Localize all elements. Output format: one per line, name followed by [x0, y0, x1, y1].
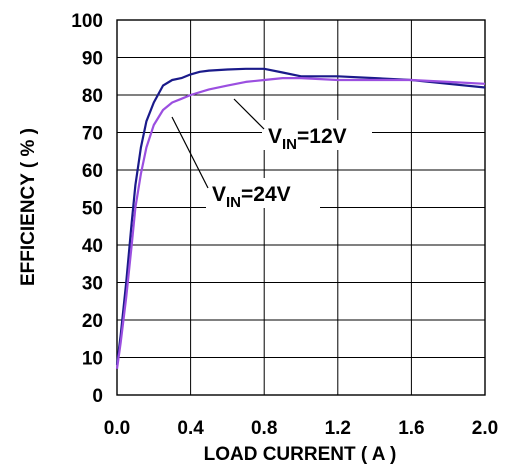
y-axis-label: EFFICIENCY ( % )	[18, 128, 39, 286]
leader-12v	[233, 98, 265, 130]
y-tick-label: 80	[82, 86, 103, 107]
series-line-0	[115, 67, 486, 366]
x-axis-ticks: 0.0 0.4 0.8 1.2 1.6 2.0	[104, 418, 498, 439]
annotation-24v-rest: =24V	[241, 183, 291, 206]
annotation-24v-bg	[206, 178, 320, 208]
y-tick-label: 60	[82, 161, 103, 182]
annotation-24v-main: V	[212, 183, 226, 206]
annotation-12v-sub: IN	[282, 136, 297, 153]
y-tick-label: 0	[92, 386, 103, 407]
y-tick-label: 40	[82, 236, 103, 257]
x-tick-label: 1.2	[325, 418, 351, 439]
leader-24v	[171, 116, 209, 189]
y-tick-label: 50	[82, 199, 103, 220]
annotation-24v-sub: IN	[226, 194, 241, 211]
y-tick-label: 20	[82, 311, 103, 332]
y-tick-label: 70	[82, 124, 103, 145]
annotation-12v-bg	[262, 120, 372, 150]
y-tick-label: 30	[82, 274, 103, 295]
y-axis-ticks: 0 10 20 30 40 50 60 70 80 90 100	[71, 11, 103, 407]
y-tick-label: 10	[82, 349, 103, 370]
x-tick-label: 2.0	[472, 418, 498, 439]
x-tick-label: 0.8	[251, 418, 277, 439]
series-line-1	[115, 76, 486, 369]
y-tick-label: 100	[71, 11, 103, 32]
x-tick-label: 1.6	[398, 418, 424, 439]
annotation-24v: VIN=24V	[212, 183, 291, 211]
x-axis-label: LOAD CURRENT ( A )	[204, 444, 397, 465]
annotation-12v-main: V	[268, 125, 282, 148]
annotation-12v-rest: =12V	[297, 125, 347, 148]
x-tick-label: 0.4	[177, 418, 204, 439]
plot-frame	[116, 19, 486, 396]
annotation-12v: VIN=12V	[268, 125, 347, 153]
y-tick-label: 90	[82, 49, 103, 70]
series-layer	[115, 67, 486, 369]
x-tick-label: 0.0	[104, 418, 130, 439]
